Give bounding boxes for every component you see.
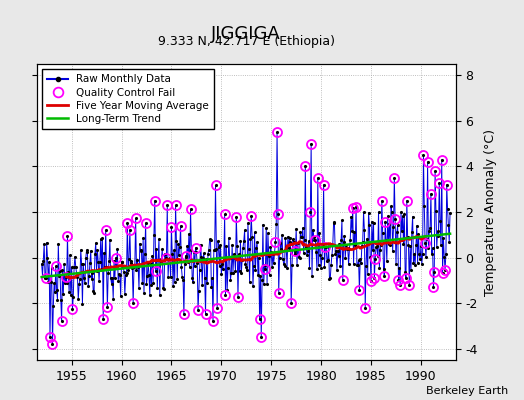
Text: Berkeley Earth: Berkeley Earth — [426, 386, 508, 396]
Legend: Raw Monthly Data, Quality Control Fail, Five Year Moving Average, Long-Term Tren: Raw Monthly Data, Quality Control Fail, … — [42, 69, 214, 129]
Text: 9.333 N, 42.717 E (Ethiopia): 9.333 N, 42.717 E (Ethiopia) — [158, 35, 335, 48]
Title: JIGGIGA: JIGGIGA — [211, 25, 281, 43]
Y-axis label: Temperature Anomaly (°C): Temperature Anomaly (°C) — [484, 128, 497, 296]
